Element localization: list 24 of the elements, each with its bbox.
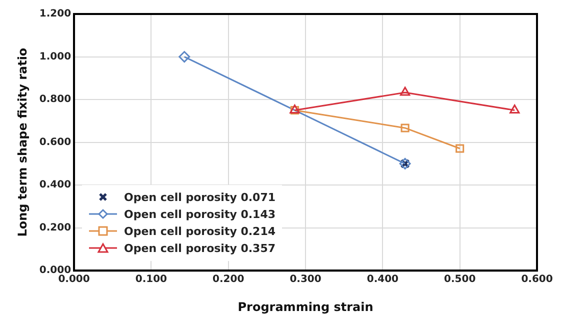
legend-label: Open cell porosity 0.214 <box>124 224 276 238</box>
y-tick-label: 1.000 <box>39 51 72 62</box>
x-tick-label: 0.500 <box>444 274 476 286</box>
point <box>510 104 520 114</box>
y-tick-label: 0.200 <box>39 222 72 234</box>
x-tick-label: 0.400 <box>366 274 399 286</box>
point <box>178 51 190 63</box>
y-tick-label: 0.800 <box>39 94 72 106</box>
x-tick-label: 0.000 <box>58 274 90 286</box>
x-tick-label: 0.600 <box>521 274 553 286</box>
legend-label: Open cell porosity 0.357 <box>124 242 276 255</box>
y-tick-label: 1.200 <box>39 8 72 20</box>
x-tick-label: 0.200 <box>212 274 244 286</box>
point <box>400 86 410 96</box>
x-axis-title: Programming strain <box>238 300 374 314</box>
point <box>400 124 410 132</box>
point <box>456 144 464 153</box>
y-axis-title: Long term shape fixity ratio <box>15 48 30 237</box>
y-tick-label: 0.600 <box>39 136 72 148</box>
x-tick-label: 0.100 <box>135 274 168 286</box>
legend-label: Open cell porosity 0.071 <box>124 190 276 204</box>
x-tick-label: 0.300 <box>290 274 322 286</box>
legend-label: Open cell porosity 0.143 <box>124 208 276 221</box>
y-tick-label: 0.400 <box>39 180 72 191</box>
